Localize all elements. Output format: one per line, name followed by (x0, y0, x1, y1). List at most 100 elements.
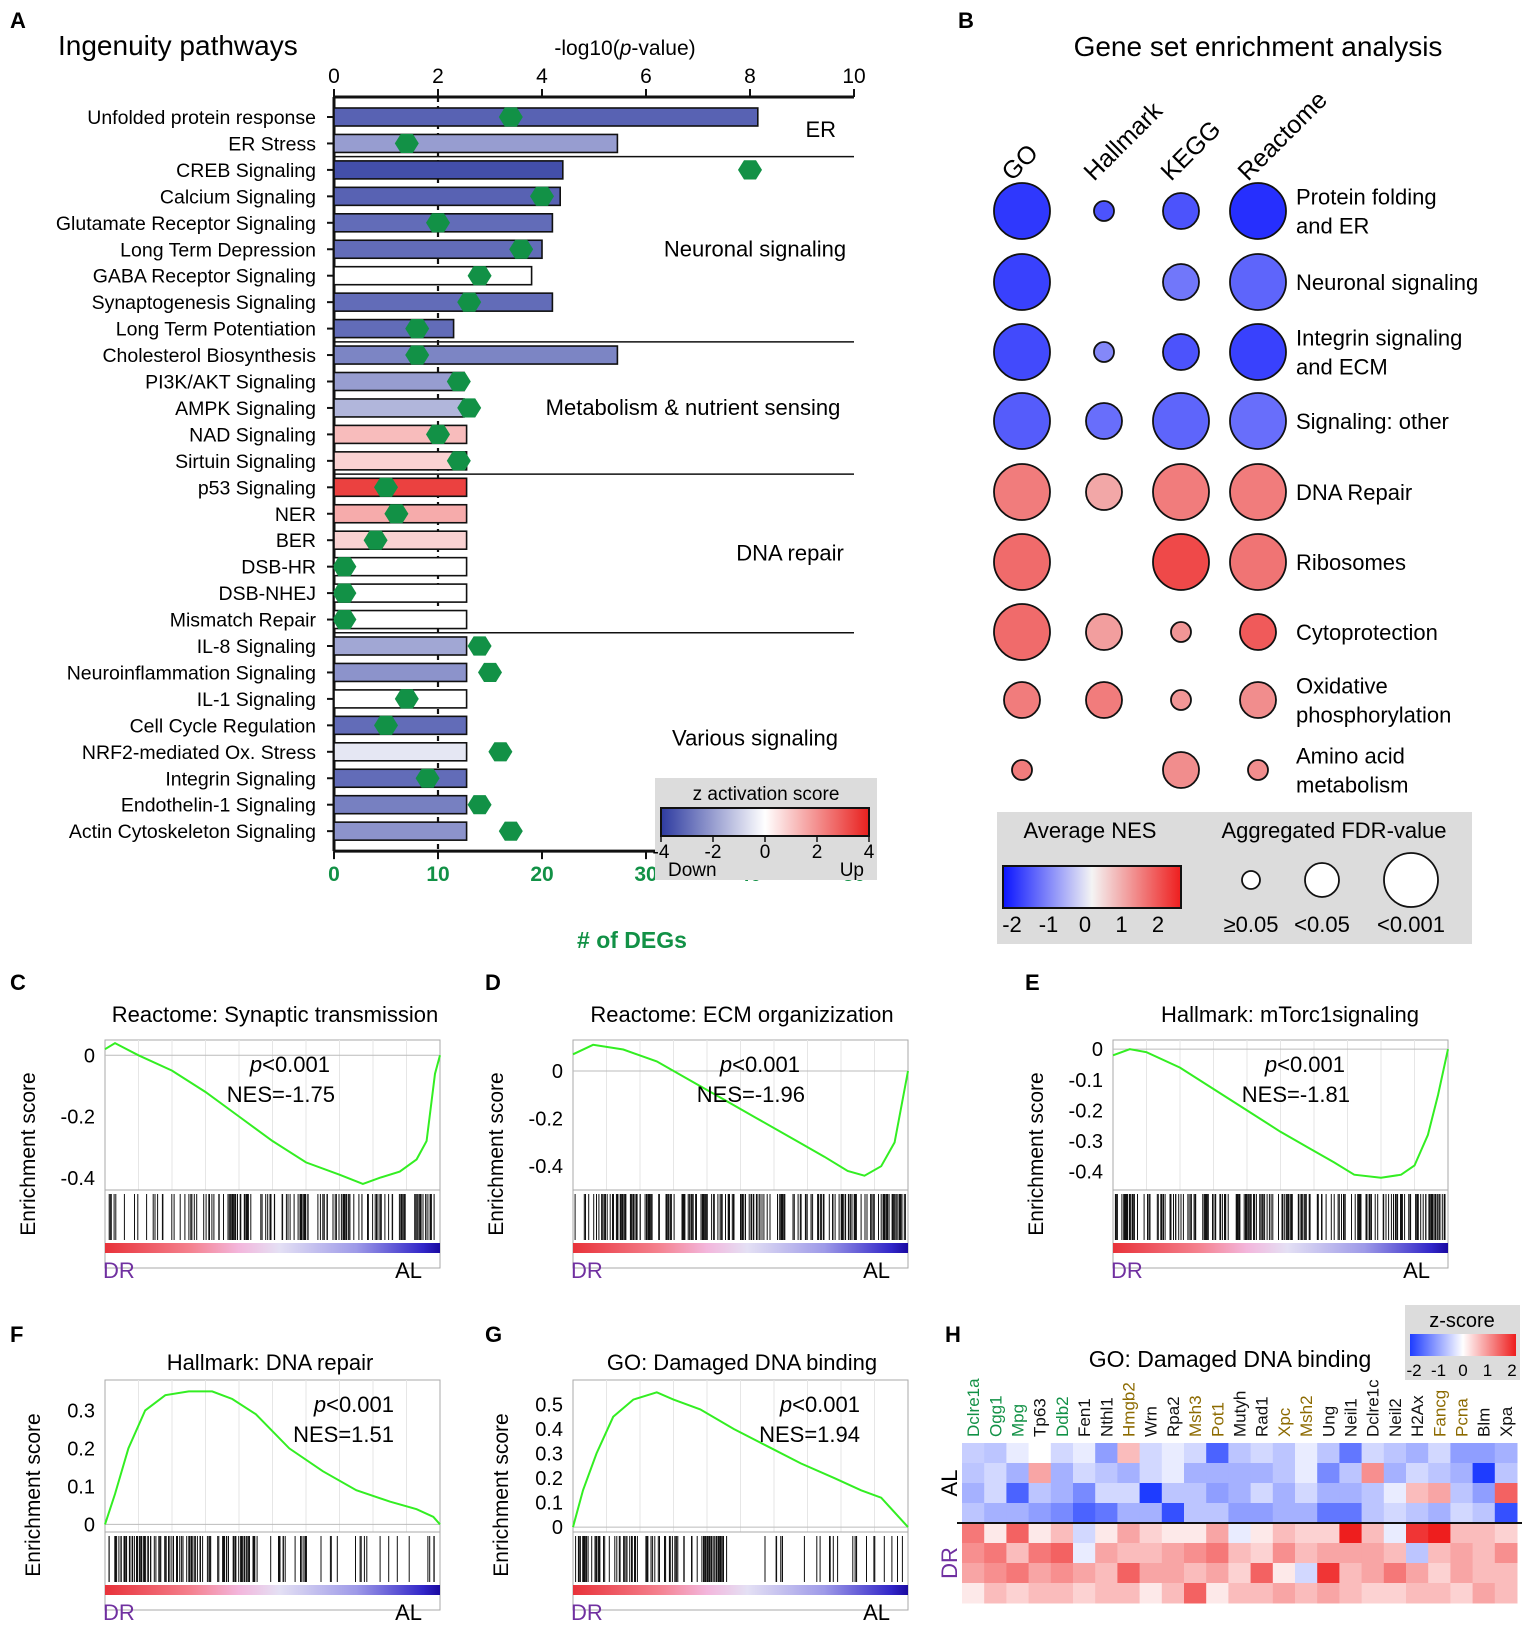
deg-count-marker (384, 504, 409, 524)
gene-label: Nthl1 (1097, 1397, 1116, 1437)
gene-label: Neil1 (1342, 1398, 1361, 1437)
category-label: Sirtuin Signaling (175, 451, 316, 473)
nes-colorbar (1002, 865, 1182, 909)
nes-legend-title: Average NES (1024, 818, 1157, 843)
heatmap-cell (1494, 1503, 1518, 1524)
gene-label: Fancg (1430, 1390, 1449, 1437)
row-label: and ER (1296, 214, 1369, 239)
panel-letter: D (485, 970, 501, 995)
bars (333, 107, 759, 841)
y-axis-label: Enrichment score (1025, 1072, 1048, 1235)
heatmap-cell (962, 1543, 985, 1564)
heatmap-cell (1095, 1503, 1118, 1524)
panel-letter: H (945, 1322, 961, 1347)
heatmap-cell (1250, 1523, 1274, 1544)
nes-bubble (1247, 759, 1269, 781)
pathway-bar (333, 318, 455, 339)
heatmap-cell (1494, 1583, 1518, 1604)
nes-bubble (993, 533, 1051, 591)
heatmap-cell (1073, 1503, 1096, 1524)
top-tick-label: 10 (842, 65, 865, 88)
heatmap-cell (1361, 1583, 1385, 1604)
heatmap-cell (1117, 1443, 1141, 1464)
nes-tick-label: -2 (1002, 912, 1022, 937)
phenotype-right-label: AL (395, 1258, 422, 1283)
p-value: <0.001 (326, 1392, 394, 1417)
category-label: NRF2-mediated Ox. Stress (82, 742, 316, 764)
gene-label: Rpa2 (1164, 1396, 1183, 1437)
heatmap-cell (1161, 1523, 1185, 1544)
heatmap-cell (1028, 1543, 1052, 1564)
heatmap-cell (1184, 1463, 1207, 1484)
deg-count-marker (467, 636, 492, 656)
nes-bubble (993, 253, 1051, 311)
panel-title: GO: Damaged DNA binding (1089, 1346, 1372, 1372)
y-axis-label: Enrichment score (22, 1413, 45, 1576)
heatmap-cell (1228, 1583, 1252, 1604)
legend-title: z activation score (693, 784, 840, 805)
heatmap-cell (1339, 1523, 1363, 1544)
heatmap-cell (1228, 1503, 1252, 1524)
heatmap-cell (1028, 1523, 1052, 1544)
nes-bubble (1085, 613, 1123, 651)
deg-count-marker (530, 186, 554, 206)
y-tick-label: 0.4 (535, 1419, 563, 1441)
heatmap-cell (1295, 1543, 1318, 1564)
heatmap-cell (1450, 1583, 1474, 1604)
heatmap-cell (1317, 1503, 1340, 1524)
y-tick-label: -0.1 (1069, 1070, 1103, 1092)
deg-markers (332, 107, 762, 841)
panel-b: B Gene set enrichment analysis GO Hallmar… (958, 8, 1478, 944)
nes-text: NES=1.94 (759, 1422, 860, 1447)
group-labels: ER Neuronal signaling Metabolism & nutrien… (546, 117, 846, 750)
heatmap-cell (1139, 1443, 1163, 1464)
nes-bubble (1093, 341, 1115, 363)
gene-label: Pcna (1453, 1398, 1472, 1437)
fdr-legend-title: Aggregated FDR-value (1221, 818, 1446, 843)
heatmap-cell (1250, 1463, 1274, 1484)
heatmap-cell (1117, 1563, 1141, 1584)
y-tick-label: -0.3 (1069, 1131, 1103, 1153)
heatmap-cell (1228, 1543, 1252, 1564)
heatmap-cell (1272, 1523, 1296, 1544)
p-value: <0.001 (262, 1052, 330, 1077)
gene-label: Dclre1a (964, 1378, 983, 1437)
y-tick-label: 0 (1092, 1039, 1103, 1061)
nes-bubble (993, 323, 1051, 381)
heatmap-cell (1006, 1523, 1030, 1544)
heatmap-cell (1250, 1483, 1274, 1504)
ranked-list-bar (1113, 1243, 1448, 1253)
heatmap-cell (984, 1503, 1007, 1524)
heatmap-cell (1317, 1563, 1340, 1584)
row-label: DNA Repair (1296, 480, 1412, 505)
heatmap-cell (1272, 1463, 1296, 1484)
heatmap-cell (1184, 1563, 1207, 1584)
heatmap-cell (1050, 1503, 1074, 1524)
heatmap-cell (1206, 1583, 1229, 1604)
heatmap-cell (1450, 1443, 1474, 1464)
category-label: Neuroinflammation Signaling (67, 662, 316, 684)
heatmap-cell (1494, 1523, 1518, 1544)
nes-bubble (993, 603, 1051, 661)
heatmap-cell (1295, 1523, 1318, 1544)
heatmap-cell (1406, 1463, 1429, 1484)
panel-title: Hallmark: mTorc1signaling (1161, 1002, 1419, 1027)
heatmap-cell (1406, 1443, 1429, 1464)
heatmap-cell (1050, 1543, 1074, 1564)
p-value: <0.001 (792, 1392, 860, 1417)
heatmap-cell (1050, 1483, 1074, 1504)
panel-title: Ingenuity pathways (58, 30, 298, 61)
heatmap-cell (962, 1443, 985, 1464)
y-tick-label: -0.2 (529, 1109, 563, 1131)
heatmap-cell (1006, 1443, 1030, 1464)
panel-letter: E (1025, 970, 1040, 995)
heatmap-cell (1272, 1543, 1296, 1564)
heatmap-cell (1184, 1543, 1207, 1564)
y-tick-label: 0.2 (67, 1438, 95, 1460)
heatmap-cell (984, 1583, 1007, 1604)
heatmap-cell (1317, 1583, 1340, 1604)
gene-label: Neil2 (1386, 1398, 1405, 1437)
legend-title: z-score (1429, 1310, 1495, 1332)
heatmap-cell (1095, 1483, 1118, 1504)
y-tick-label: -0.4 (529, 1156, 563, 1178)
